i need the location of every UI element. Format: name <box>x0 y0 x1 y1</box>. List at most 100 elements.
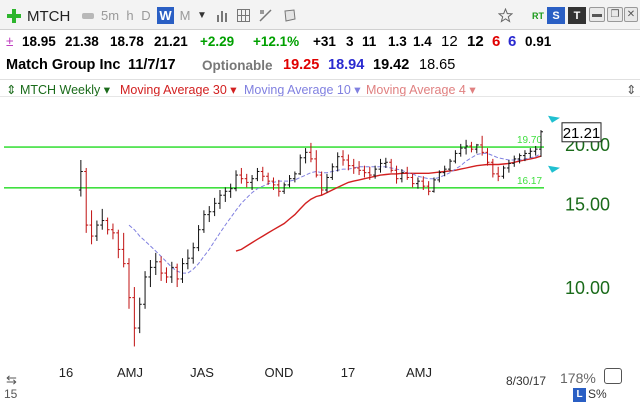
horizontal-line-label-1: 16.17 <box>517 176 542 187</box>
plus-minus-icon: ± <box>6 34 14 49</box>
close-button[interactable]: ✕ <box>624 7 638 22</box>
high-price: 21.38 <box>65 34 99 49</box>
add-symbol-button[interactable] <box>6 7 22 24</box>
price-bar <box>121 232 126 268</box>
price-bar <box>127 258 132 309</box>
price-bar <box>282 182 287 194</box>
period-d[interactable]: D <box>141 8 151 23</box>
price-bar <box>207 206 212 223</box>
scale-icon[interactable] <box>258 7 272 24</box>
bar-chart-icon[interactable] <box>215 7 229 24</box>
period-m[interactable]: M <box>179 8 191 23</box>
price-change-pct: +12.1% <box>253 34 300 49</box>
price-bar <box>196 225 201 252</box>
price-change: +2.29 <box>200 34 235 49</box>
zoom-level[interactable]: 178% <box>560 370 596 386</box>
price-bar <box>314 150 319 178</box>
info-row: Match Group Inc 11/7/17 Optionable 19.25… <box>0 57 640 77</box>
price-bar <box>399 169 404 183</box>
rating-6: 12 <box>441 33 458 50</box>
symbol-input[interactable] <box>27 7 77 25</box>
price-bar <box>169 261 174 283</box>
rating-9: 6 <box>508 33 517 50</box>
x-tick-label: AMJ <box>406 365 432 380</box>
price-bar <box>421 176 426 190</box>
price-bar <box>89 210 94 245</box>
legend-collapse-icon[interactable]: ⇕ <box>626 83 637 97</box>
price-bar <box>501 165 506 179</box>
price-bar <box>116 229 121 259</box>
price-bar <box>357 161 362 176</box>
price-bar <box>528 148 533 158</box>
price-bar <box>405 166 410 180</box>
lower-arrow-icon <box>548 165 560 173</box>
x-tick-label: JAS <box>190 365 214 380</box>
value-3: 19.42 <box>373 57 410 73</box>
horizontal-line-label-0: 19.70 <box>517 135 542 146</box>
price-bar <box>485 148 490 166</box>
price-bar <box>490 158 495 178</box>
price-bar <box>217 189 222 209</box>
minimize-button[interactable]: ▬ <box>589 7 605 22</box>
period-w[interactable]: W <box>157 7 174 24</box>
horizontal-lines[interactable]: 19.70 16.17 <box>4 135 544 189</box>
star-icon[interactable] <box>497 7 513 24</box>
price-bar <box>250 175 255 190</box>
realtime-badge[interactable]: RT <box>532 10 544 21</box>
price-bar <box>367 166 372 180</box>
rating-4: 1.3 <box>388 34 407 49</box>
price-bar <box>324 173 329 193</box>
price-bar <box>228 183 233 198</box>
legend-ma30[interactable]: Moving Average 30 ▾ <box>120 83 237 97</box>
chevron-down-icon[interactable]: ▼ <box>197 10 207 21</box>
price-bar <box>453 150 458 164</box>
legend-series[interactable]: ⇕ MTCH Weekly ▾ <box>6 83 111 97</box>
optionable-label: Optionable <box>202 58 273 73</box>
price-bar <box>153 252 158 276</box>
scale-percent-button[interactable]: S% <box>588 387 607 401</box>
period-h[interactable]: h <box>126 8 134 23</box>
scan-button[interactable]: S <box>547 7 565 24</box>
price-bar <box>373 165 378 179</box>
legend-ma4[interactable]: Moving Average 4 ▾ <box>366 83 476 97</box>
price-bar <box>437 170 442 183</box>
last-price-box <box>561 122 602 143</box>
price-bar <box>287 175 292 188</box>
price-bar <box>506 160 511 173</box>
period-5m[interactable]: 5m <box>100 8 120 23</box>
price-bar <box>94 220 99 241</box>
price-bar <box>539 130 543 157</box>
log-scale-button[interactable]: L <box>573 388 586 402</box>
link-icon[interactable] <box>80 7 96 24</box>
price-bar <box>239 167 244 184</box>
left-edge-label: 15 <box>4 387 18 401</box>
price-bar <box>512 155 517 167</box>
price-bar <box>448 158 453 172</box>
grid-icon[interactable] <box>236 7 250 24</box>
price-bar <box>389 158 394 173</box>
price-bar <box>426 181 431 196</box>
note-icon[interactable] <box>282 7 298 24</box>
last-price-label: 21.21 <box>563 125 601 142</box>
rating-10: 0.91 <box>525 34 552 49</box>
price-bar <box>415 177 420 189</box>
price-bar <box>105 217 110 235</box>
rating-8: 6 <box>492 33 501 50</box>
zoom-slider-icon[interactable] <box>604 368 622 384</box>
trade-button[interactable]: T <box>568 7 586 24</box>
x-tick-label: AMJ <box>117 365 143 380</box>
price-bar <box>212 197 217 217</box>
price-bar <box>517 153 522 164</box>
last-date: 8/30/17 <box>506 374 547 388</box>
price-bar <box>383 157 388 168</box>
refresh-icon[interactable]: ⇆ <box>6 372 17 387</box>
price-bar <box>84 167 89 233</box>
rating-2: 3 <box>346 34 354 49</box>
y-tick-label: 15.00 <box>565 194 610 214</box>
restore-button[interactable]: ❐ <box>607 7 623 22</box>
legend-ma10[interactable]: Moving Average 10 ▾ <box>244 83 361 97</box>
legend-row: ⇕ MTCH Weekly ▾ Moving Average 30 ▾ Movi… <box>0 79 640 97</box>
price-bar <box>522 150 527 162</box>
